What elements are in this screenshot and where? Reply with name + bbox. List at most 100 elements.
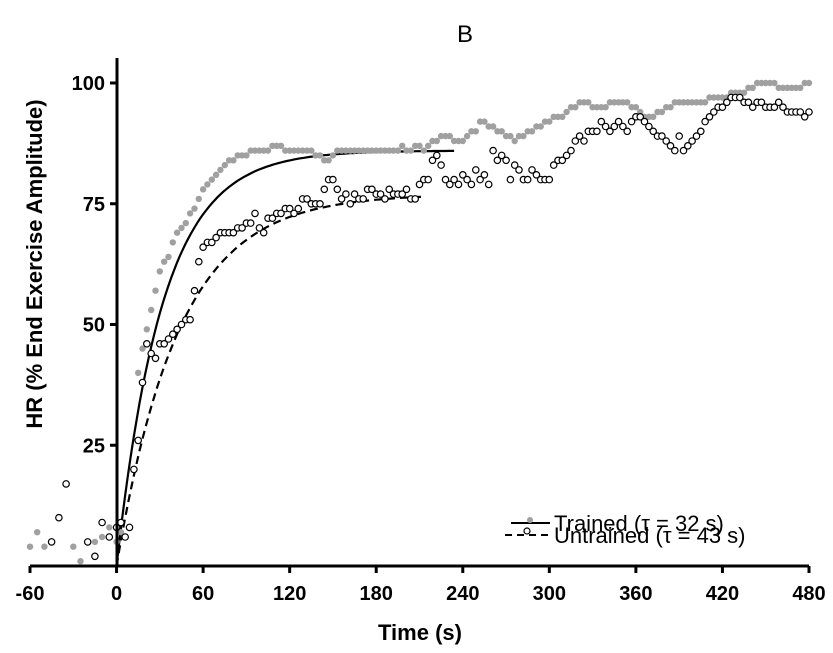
- trained-data-point: [606, 99, 614, 106]
- trained-data-point: [161, 258, 168, 265]
- x-axis-label: Time (s): [378, 620, 462, 645]
- trained-data-point: [563, 108, 570, 116]
- trained-data-point: [390, 147, 397, 154]
- trained-data-point: [399, 142, 406, 149]
- untrained-data-point: [502, 156, 510, 165]
- untrained-data-point: [649, 127, 658, 136]
- trained-data-point: [312, 152, 319, 159]
- untrained-data-point: [593, 127, 601, 136]
- untrained-data-point: [212, 233, 220, 242]
- x-tick-label: 300: [533, 583, 566, 605]
- untrained-data-point: [549, 161, 558, 169]
- untrained-data-point: [805, 108, 813, 116]
- untrained-data-point: [701, 117, 709, 126]
- trained-data-point: [416, 142, 423, 149]
- trained-data-point: [572, 104, 579, 111]
- untrained-data-point: [428, 156, 437, 165]
- trained-data-point: [537, 123, 544, 130]
- untrained-data-point: [259, 228, 268, 237]
- untrained-data-point: [83, 538, 92, 546]
- untrained-data-point: [523, 175, 532, 184]
- trained-data-point: [667, 104, 674, 111]
- trained-data-point: [472, 128, 479, 135]
- y-axis-label: HR (% End Exercise Amplitude): [22, 99, 47, 428]
- untrained-data-point: [510, 161, 519, 169]
- trained-data-point: [602, 104, 609, 111]
- untrained-data-point: [432, 151, 441, 160]
- untrained-data-point: [138, 378, 147, 387]
- untrained-data-point: [143, 339, 151, 348]
- legend-label-untrained: Untrained (τ = 43 s): [554, 523, 746, 548]
- trained-data-point: [771, 79, 778, 87]
- untrained-fit-curve: [115, 195, 426, 567]
- trained-data-point: [135, 369, 142, 376]
- untrained-data-point: [679, 146, 688, 155]
- trained-data-point: [299, 147, 306, 154]
- untrained-data-point: [441, 175, 450, 184]
- untrained-data-point: [757, 98, 766, 107]
- untrained-data-point: [190, 286, 199, 295]
- untrained-data-point: [199, 243, 207, 252]
- untrained-data-point: [47, 538, 56, 546]
- x-tick-label: 240: [446, 583, 479, 605]
- untrained-data-point: [722, 98, 731, 107]
- trained-data-point: [26, 543, 34, 550]
- untrained-data-point: [662, 137, 671, 145]
- untrained-data-point: [658, 132, 666, 140]
- untrained-data-point: [277, 209, 285, 218]
- untrained-data-point: [597, 117, 606, 126]
- trained-data-point: [41, 543, 48, 550]
- trained-data-point: [779, 84, 787, 92]
- trained-data-point: [204, 181, 211, 188]
- legend: Trained (τ = 32 s) Untrained (τ = 43 s): [505, 511, 746, 548]
- trained-data-point: [152, 287, 159, 294]
- untrained-data-point: [484, 180, 493, 189]
- untrained-data-point: [62, 480, 70, 488]
- trained-data-point: [654, 108, 661, 116]
- x-tick-label: 60: [192, 583, 214, 605]
- untrained-data-point: [645, 122, 653, 131]
- untrained-data-point: [467, 180, 476, 189]
- trained-data-point: [593, 104, 601, 111]
- trained-data-point: [437, 132, 445, 140]
- untrained-data-point: [402, 185, 411, 194]
- untrained-data-point: [346, 200, 355, 208]
- untrained-data-point: [601, 122, 610, 131]
- untrained-data-point: [177, 320, 186, 329]
- untrained-data-point: [774, 98, 783, 107]
- untrained-data-point: [415, 180, 424, 189]
- trained-data-point: [498, 128, 505, 135]
- untrained-data-point: [454, 180, 463, 189]
- untrained-data-point: [91, 552, 99, 561]
- trained-data-point: [658, 108, 666, 116]
- x-tick-label: 180: [360, 583, 393, 605]
- untrained-data-point: [294, 204, 303, 213]
- untrained-data-point: [385, 185, 394, 194]
- untrained-data-point: [173, 325, 181, 334]
- trained-data-point: [407, 147, 414, 154]
- untrained-data-point: [125, 523, 134, 532]
- trained-data-point: [230, 157, 237, 164]
- untrained-data-point: [368, 185, 376, 194]
- x-tick-label: -60: [16, 583, 45, 605]
- untrained-data-point: [130, 465, 138, 474]
- trained-data-point: [234, 152, 241, 159]
- untrained-data-point: [337, 195, 346, 203]
- untrained-data-point: [476, 175, 484, 184]
- trained-data-point: [420, 147, 427, 154]
- trained-data-point: [528, 128, 536, 135]
- trained-data-point: [360, 147, 367, 154]
- trained-data-point: [156, 268, 163, 275]
- trained-data-point: [195, 195, 202, 203]
- untrained-data-point: [692, 132, 701, 140]
- trained-data-point: [143, 326, 150, 333]
- trained-data-point: [481, 118, 488, 125]
- trained-data-point: [277, 142, 285, 149]
- trained-data-point: [701, 99, 709, 106]
- chart-title: B: [457, 21, 473, 48]
- trained-data-point: [624, 99, 631, 106]
- untrained-data-point: [134, 436, 143, 445]
- trained-data-point: [450, 137, 458, 145]
- trained-data-point: [316, 152, 324, 159]
